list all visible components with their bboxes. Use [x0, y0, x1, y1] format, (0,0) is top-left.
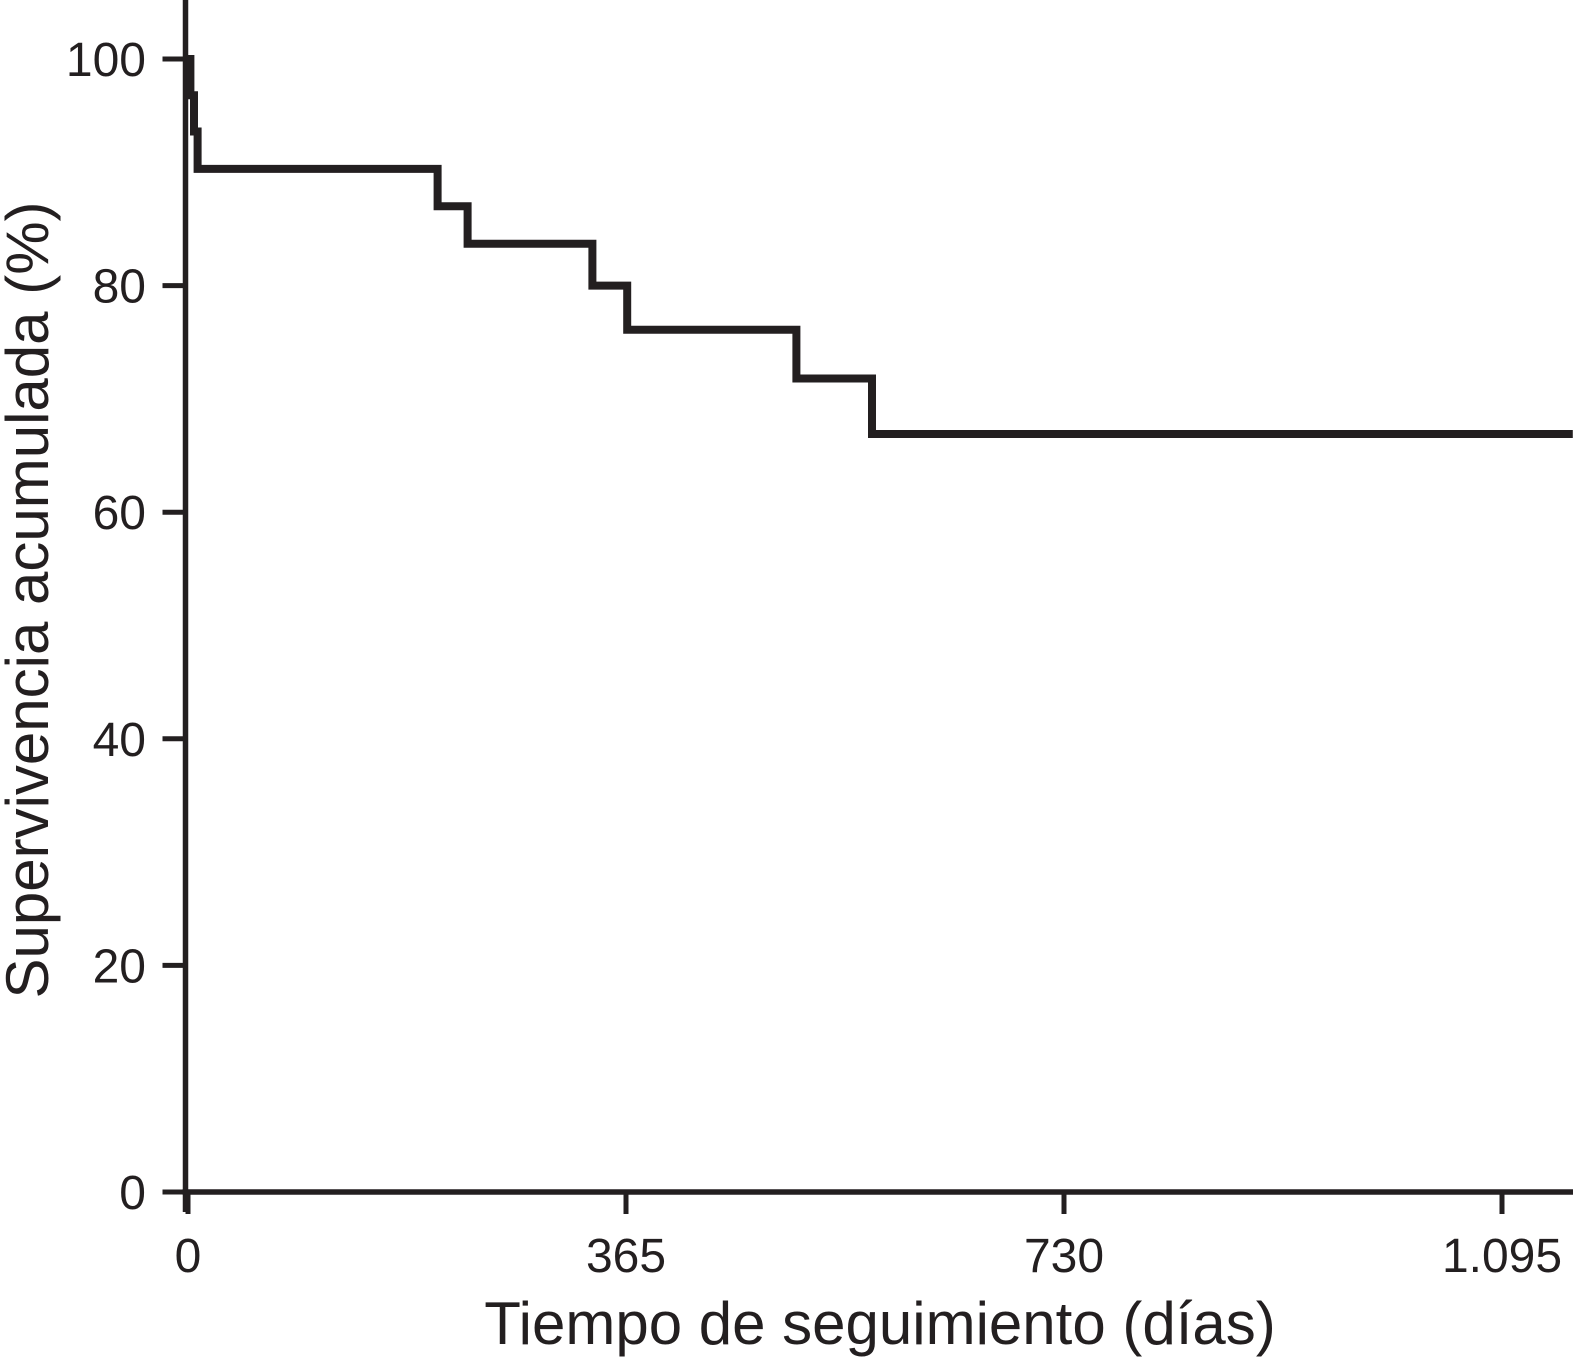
x-tick-label: 0: [175, 1230, 202, 1283]
x-tick-label: 1.095: [1442, 1230, 1562, 1283]
x-axis-title: Tiempo de seguimiento (días): [484, 1290, 1275, 1357]
y-tick-label: 20: [93, 940, 146, 993]
y-tick-label: 0: [119, 1167, 146, 1220]
x-tick-label: 730: [1024, 1230, 1104, 1283]
y-axis-title: Supervivencia acumulada (%): [0, 201, 61, 998]
survival-step-curve: [186, 55, 1573, 438]
y-tick-label: 80: [93, 261, 146, 314]
x-axis-ticks: [185, 1194, 1505, 1214]
y-axis-tick-labels: 0 20 40 60 80 100: [66, 34, 146, 1220]
x-tick-label: 365: [586, 1230, 666, 1283]
y-tick-label: 60: [93, 487, 146, 540]
y-tick-label: 40: [93, 714, 146, 767]
x-axis-tick-labels: 0 365 730 1.095: [175, 1230, 1562, 1283]
y-tick-label: 100: [66, 34, 146, 87]
axis-spines: [182, 0, 1573, 1212]
y-axis-ticks: [162, 56, 184, 1195]
